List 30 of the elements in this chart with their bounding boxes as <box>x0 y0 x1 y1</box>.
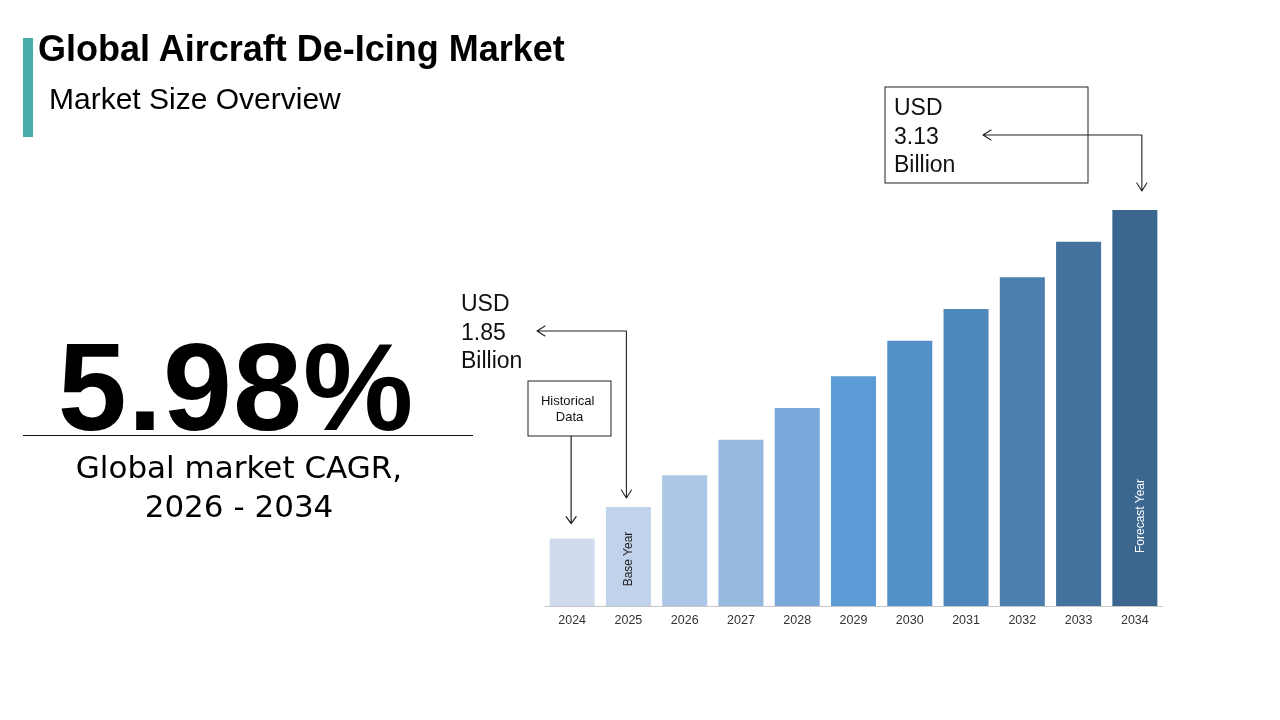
x-tick-label: 2028 <box>783 612 812 627</box>
annotation: Historical Data <box>540 392 599 424</box>
x-tick-label: 2033 <box>1064 612 1093 627</box>
x-tick-label: 2032 <box>1008 612 1037 627</box>
bar <box>718 439 764 606</box>
bar <box>999 277 1045 606</box>
x-tick-label: 2029 <box>839 612 868 627</box>
bar <box>887 340 933 606</box>
x-tick-label: 2027 <box>727 612 755 627</box>
bar <box>943 309 989 606</box>
x-tick-label: 2025 <box>614 612 643 627</box>
x-tick-label: 2030 <box>895 612 924 627</box>
x-tick-label: 2031 <box>952 612 980 627</box>
bar <box>830 376 877 606</box>
bar <box>662 475 708 606</box>
chart-title: Global Aircraft De-Icing Market <box>38 28 565 69</box>
bar <box>1056 241 1102 606</box>
x-tick-label: 2026 <box>670 612 699 627</box>
annotation: Forecast Year <box>1132 478 1147 554</box>
bar <box>549 538 595 606</box>
x-tick-label: 2034 <box>1120 612 1149 627</box>
x-tick-label: 2024 <box>558 612 587 627</box>
annotation: Base Year <box>621 531 636 587</box>
bar <box>1112 210 1158 606</box>
bar <box>774 408 820 606</box>
text: USD 3.13 Billion <box>894 94 956 177</box>
text: USD 1.85 Billion <box>461 290 523 373</box>
bar <box>605 507 651 606</box>
text: 2026 - 2034 <box>143 488 335 524</box>
text: Market Size Overview <box>49 82 341 115</box>
